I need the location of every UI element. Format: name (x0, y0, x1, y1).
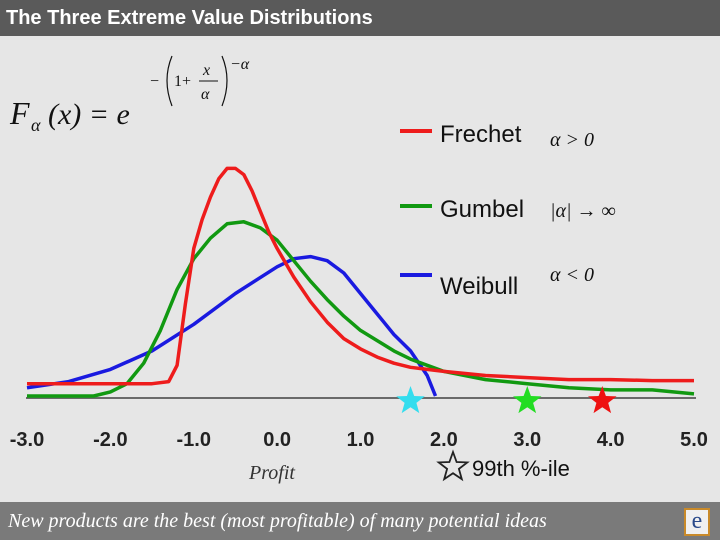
formula-paren-right (221, 55, 228, 107)
chart-svg: F α (x) = e − 1+ x α −α -3.0 -2.0 -1.0 0.0 1… (9, 55, 708, 484)
legend-condition-frechet: α > 0 (550, 129, 594, 151)
formula-exp-one: 1+ (174, 73, 191, 90)
legend-label-frechet: Frechet (440, 121, 522, 148)
star-key-icon (436, 449, 470, 482)
star-marker-frechet (588, 386, 617, 414)
chart-area: F α (x) = e − 1+ x α −α -3.0 -2.0 -1.0 0.0 1… (0, 36, 720, 502)
star-marker-gumbel (513, 386, 542, 414)
x-axis-ticks: -3.0 -2.0 -1.0 0.0 1.0 2.0 3.0 4.0 5.0 (10, 429, 708, 451)
formula-arg: (x) = e (48, 98, 130, 131)
slide-title: The Three Extreme Value Distributions (6, 7, 373, 29)
percentile-stars (396, 386, 617, 414)
x-tick-label: 3.0 (513, 429, 541, 451)
title-bar: The Three Extreme Value Distributions (0, 0, 720, 36)
star-key-label: 99th %-ile (472, 456, 570, 481)
legend: Frechet α > 0 Gumbel |α| → ∞ Weibull α <… (400, 121, 616, 300)
legend-label-weibull: Weibull (440, 273, 518, 300)
formula-exp-num: x (202, 62, 210, 79)
star-marker-weibull (396, 386, 425, 414)
formula-exp-power: −α (230, 56, 250, 73)
legend-condition-gumbel: |α| → ∞ (550, 200, 616, 222)
series-line-gumbel (27, 220, 695, 398)
x-tick-label: 2.0 (430, 429, 458, 451)
x-tick-label: -3.0 (10, 429, 44, 451)
x-tick-label: -2.0 (93, 429, 127, 451)
legend-condition-weibull: α < 0 (550, 264, 594, 286)
x-tick-label: -1.0 (177, 429, 211, 451)
formula-paren-left (166, 55, 173, 107)
formula-exp-minus: − (150, 73, 159, 90)
x-axis-label: Profit (248, 462, 295, 484)
x-tick-label: 1.0 (347, 429, 375, 451)
footer-text: New products are the best (most profitab… (8, 510, 547, 532)
logo-glyph: e (691, 508, 703, 534)
series-lines (26, 166, 695, 398)
logo-icon: e (684, 508, 710, 536)
x-tick-label: 5.0 (680, 429, 708, 451)
x-tick-label: 4.0 (597, 429, 625, 451)
series-line-frechet (27, 166, 694, 386)
footer-bar: New products are the best (most profitab… (0, 502, 720, 540)
formula-exp-den: α (201, 86, 210, 103)
legend-label-gumbel: Gumbel (440, 196, 524, 223)
formula: F α (x) = e − 1+ x α −α (9, 55, 250, 135)
formula-f-sub: α (31, 115, 41, 135)
series-line-weibull (26, 254, 438, 397)
formula-f: F (9, 95, 30, 131)
x-tick-label: 0.0 (263, 429, 291, 451)
